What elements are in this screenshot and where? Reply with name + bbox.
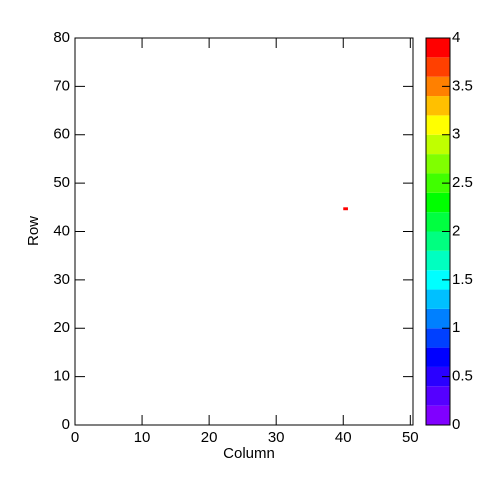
y-tick-label: 70 — [53, 77, 70, 94]
x-tick-label: 20 — [201, 429, 218, 446]
colorbar-band — [426, 192, 450, 213]
colorbar-band — [426, 212, 450, 232]
x-tick-label: 40 — [335, 429, 352, 446]
colorbar-band — [426, 231, 450, 251]
colorbar-band — [426, 57, 450, 77]
y-tick-label: 80 — [53, 29, 70, 46]
x-tick-label: 30 — [268, 429, 285, 446]
colorbar-tick-label: 4 — [452, 29, 460, 46]
y-axis-label: Row — [25, 216, 42, 246]
x-tick-label: 50 — [402, 429, 419, 446]
colorbar-band — [426, 308, 450, 329]
colorbar-tick-label: 0.5 — [452, 368, 473, 385]
cell — [343, 207, 348, 211]
colorbar-band — [426, 134, 450, 155]
colorbar-band — [426, 38, 450, 58]
y-tick-label: 30 — [53, 271, 70, 288]
colorbar-band — [426, 96, 450, 116]
y-tick-label: 20 — [53, 319, 70, 336]
colorbar-band — [426, 347, 450, 367]
x-tick-label: 0 — [71, 429, 79, 446]
colorbar-tick-label: 2.5 — [452, 174, 473, 191]
colorbar-tick-label: 1 — [452, 319, 460, 336]
colorbar-band — [426, 289, 450, 309]
colorbar-tick-label: 2 — [452, 222, 460, 239]
y-tick-label: 40 — [53, 222, 70, 239]
colorbar-band — [426, 405, 450, 425]
colorbar-band — [426, 173, 450, 193]
x-axis-label: Column — [223, 445, 275, 462]
colorbar-band — [426, 366, 450, 387]
colorbar-tick-label: 3 — [452, 126, 460, 143]
colorbar-frame — [425, 37, 451, 426]
y-tick-label: 60 — [53, 126, 70, 143]
colorbar-tick-label: 3.5 — [452, 77, 473, 94]
colorbar-tick-label: 1.5 — [452, 271, 473, 288]
x-tick-label: 10 — [134, 429, 151, 446]
y-tick-label: 10 — [53, 368, 70, 385]
colorbar-band — [426, 154, 450, 174]
colorbar-band — [426, 270, 450, 290]
y-tick-label: 0 — [62, 416, 70, 433]
colorbar-band — [426, 115, 450, 135]
colorbar-band — [426, 76, 450, 97]
colorbar-band — [426, 328, 450, 348]
colorbar-tick-label: 0 — [452, 416, 460, 433]
colorbar-band — [426, 386, 450, 406]
y-tick-label: 50 — [53, 174, 70, 191]
colorbar-band — [426, 250, 450, 271]
